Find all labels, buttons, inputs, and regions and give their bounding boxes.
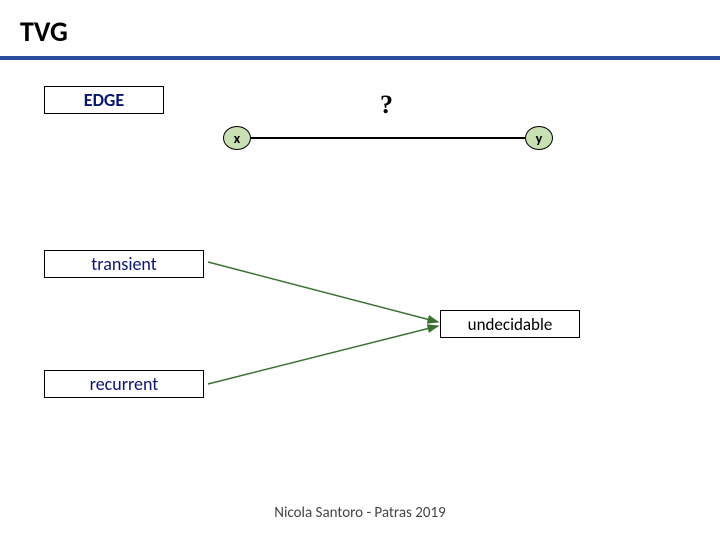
edge-line xyxy=(251,137,525,139)
footer-text: Nicola Santoro - Patras 2019 xyxy=(0,504,720,522)
node-y: y xyxy=(525,126,553,150)
recurrent-box: recurrent xyxy=(44,370,204,398)
question-mark: ? xyxy=(380,90,393,120)
arrow-transient-undecidable xyxy=(208,262,438,322)
node-x: x xyxy=(223,126,251,150)
edge-label-box: EDGE xyxy=(44,86,164,114)
page-title: TVG xyxy=(20,14,68,49)
arrow-recurrent-undecidable xyxy=(208,326,438,384)
title-underline xyxy=(0,56,720,60)
undecidable-box: undecidable xyxy=(440,310,580,338)
transient-box: transient xyxy=(44,250,204,278)
